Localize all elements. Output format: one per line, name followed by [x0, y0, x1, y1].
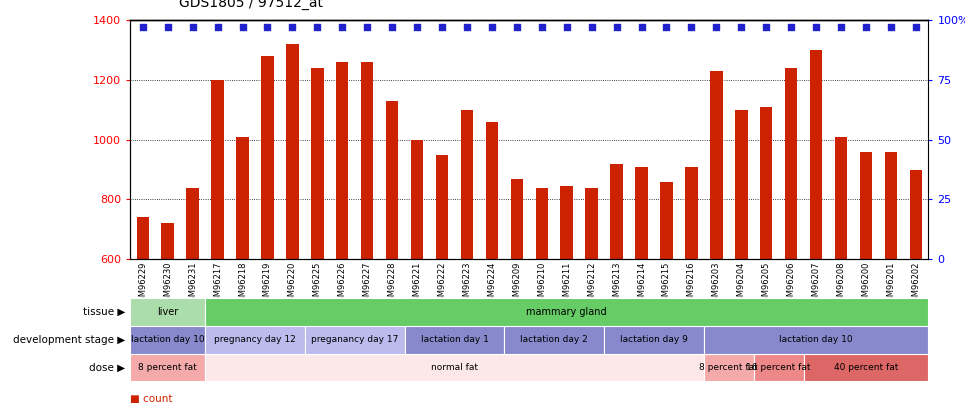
Bar	[287, 44, 298, 259]
Bar	[804, 354, 928, 381]
Point	[708, 24, 724, 31]
Point	[683, 24, 699, 31]
Text: mammary gland: mammary gland	[526, 307, 607, 317]
Bar	[586, 188, 598, 259]
Bar	[460, 110, 473, 259]
Point	[160, 24, 176, 31]
Bar	[635, 166, 648, 259]
Point	[285, 24, 300, 31]
Bar	[411, 140, 424, 259]
Point	[185, 24, 201, 31]
Bar	[206, 354, 703, 381]
Point	[459, 24, 475, 31]
Text: 40 percent fat: 40 percent fat	[834, 363, 898, 372]
Point	[135, 24, 151, 31]
Point	[883, 24, 898, 31]
Text: GDS1805 / 97512_at: GDS1805 / 97512_at	[179, 0, 322, 10]
Point	[360, 24, 375, 31]
Bar	[361, 62, 373, 259]
Point	[559, 24, 574, 31]
Point	[659, 24, 675, 31]
Bar	[336, 62, 348, 259]
Point	[758, 24, 774, 31]
Text: lactation day 9: lactation day 9	[620, 335, 688, 344]
Bar	[130, 354, 206, 381]
Text: normal fat: normal fat	[431, 363, 478, 372]
Bar	[710, 71, 723, 259]
Point	[484, 24, 500, 31]
Bar	[910, 170, 923, 259]
Point	[260, 24, 275, 31]
Bar	[561, 186, 573, 259]
Point	[335, 24, 350, 31]
Point	[510, 24, 525, 31]
Bar	[136, 217, 149, 259]
Point	[384, 24, 400, 31]
Bar	[386, 101, 399, 259]
Bar	[860, 151, 872, 259]
Bar	[610, 164, 622, 259]
Point	[234, 24, 250, 31]
Bar	[735, 110, 748, 259]
Point	[409, 24, 425, 31]
Bar	[536, 188, 548, 259]
Point	[209, 24, 225, 31]
Point	[834, 24, 849, 31]
Bar	[660, 181, 673, 259]
Point	[733, 24, 749, 31]
Bar	[436, 155, 449, 259]
Bar	[505, 326, 604, 354]
Bar	[211, 80, 224, 259]
Text: 8 percent fat: 8 percent fat	[138, 363, 197, 372]
Bar	[404, 326, 505, 354]
Bar	[161, 224, 174, 259]
Text: 16 percent fat: 16 percent fat	[747, 363, 811, 372]
Bar	[703, 354, 754, 381]
Text: tissue ▶: tissue ▶	[83, 307, 125, 317]
Bar	[510, 179, 523, 259]
Bar	[130, 298, 206, 326]
Bar	[130, 326, 206, 354]
Bar	[785, 68, 797, 259]
Bar	[186, 188, 199, 259]
Bar	[703, 326, 928, 354]
Text: preganancy day 17: preganancy day 17	[311, 335, 399, 344]
Bar	[685, 166, 698, 259]
Text: lactation day 2: lactation day 2	[520, 335, 588, 344]
Point	[809, 24, 824, 31]
Point	[584, 24, 599, 31]
Bar	[754, 354, 804, 381]
Point	[434, 24, 450, 31]
Point	[858, 24, 873, 31]
Text: dose ▶: dose ▶	[90, 362, 125, 372]
Text: liver: liver	[157, 307, 179, 317]
Bar	[885, 151, 897, 259]
Bar	[262, 56, 274, 259]
Point	[534, 24, 549, 31]
Bar	[305, 326, 404, 354]
Bar	[604, 326, 703, 354]
Text: pregnancy day 12: pregnancy day 12	[214, 335, 296, 344]
Bar	[810, 50, 822, 259]
Text: ■ count: ■ count	[130, 394, 173, 403]
Bar	[485, 122, 498, 259]
Bar	[835, 137, 847, 259]
Text: lactation day 1: lactation day 1	[421, 335, 488, 344]
Bar	[760, 107, 772, 259]
Point	[310, 24, 325, 31]
Point	[784, 24, 799, 31]
Text: lactation day 10: lactation day 10	[780, 335, 853, 344]
Bar	[311, 68, 323, 259]
Text: lactation day 10: lactation day 10	[131, 335, 205, 344]
Bar	[206, 326, 305, 354]
Bar	[236, 137, 249, 259]
Text: 8 percent fat: 8 percent fat	[700, 363, 758, 372]
Point	[609, 24, 624, 31]
Point	[908, 24, 924, 31]
Point	[634, 24, 649, 31]
Text: development stage ▶: development stage ▶	[14, 335, 125, 345]
